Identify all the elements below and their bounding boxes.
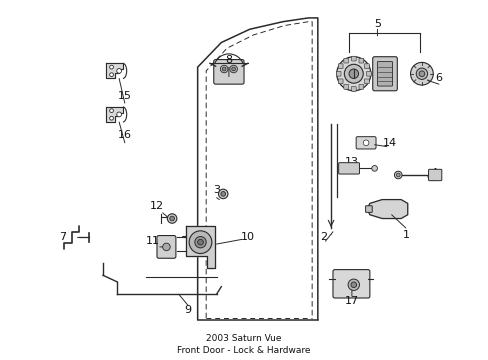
FancyBboxPatch shape — [372, 57, 397, 91]
Circle shape — [229, 65, 237, 73]
FancyBboxPatch shape — [351, 56, 355, 61]
FancyBboxPatch shape — [338, 64, 343, 68]
Circle shape — [189, 231, 211, 253]
Circle shape — [231, 67, 235, 71]
FancyBboxPatch shape — [343, 58, 348, 63]
Circle shape — [221, 192, 225, 196]
Text: 2: 2 — [319, 233, 326, 242]
Circle shape — [415, 68, 427, 80]
Circle shape — [197, 239, 203, 245]
Circle shape — [117, 68, 121, 73]
Circle shape — [348, 69, 358, 78]
Circle shape — [396, 173, 399, 177]
FancyBboxPatch shape — [336, 71, 340, 76]
Text: 17: 17 — [344, 296, 358, 306]
FancyBboxPatch shape — [366, 71, 370, 76]
Text: 15: 15 — [118, 90, 132, 100]
Text: 7: 7 — [59, 233, 66, 242]
Text: 14: 14 — [382, 138, 396, 148]
Circle shape — [418, 71, 424, 77]
FancyBboxPatch shape — [343, 85, 348, 89]
Circle shape — [117, 112, 121, 117]
Circle shape — [347, 279, 359, 291]
Circle shape — [394, 171, 401, 179]
Circle shape — [222, 67, 225, 71]
FancyBboxPatch shape — [355, 137, 375, 149]
Text: 16: 16 — [118, 130, 132, 140]
FancyBboxPatch shape — [332, 270, 369, 298]
Polygon shape — [367, 199, 407, 219]
Polygon shape — [106, 63, 122, 78]
Circle shape — [109, 65, 113, 69]
Text: 4: 4 — [430, 168, 437, 178]
Text: 6: 6 — [434, 73, 442, 84]
Polygon shape — [186, 226, 214, 268]
FancyBboxPatch shape — [358, 85, 363, 89]
Text: 2003 Saturn Vue
Front Door - Lock & Hardware: 2003 Saturn Vue Front Door - Lock & Hard… — [177, 334, 310, 355]
Circle shape — [220, 65, 227, 73]
Text: 1: 1 — [402, 230, 408, 240]
Text: 11: 11 — [146, 236, 160, 246]
FancyBboxPatch shape — [358, 58, 363, 63]
FancyBboxPatch shape — [338, 163, 359, 174]
FancyBboxPatch shape — [338, 79, 343, 84]
Circle shape — [167, 214, 177, 223]
Circle shape — [410, 62, 432, 85]
Text: 10: 10 — [240, 233, 254, 242]
Circle shape — [363, 140, 368, 146]
Text: 13: 13 — [344, 157, 358, 167]
Circle shape — [163, 243, 170, 251]
Polygon shape — [106, 107, 122, 122]
FancyBboxPatch shape — [365, 206, 371, 212]
Circle shape — [344, 64, 363, 83]
Circle shape — [194, 237, 206, 248]
FancyBboxPatch shape — [351, 86, 355, 91]
Circle shape — [218, 189, 227, 199]
Text: 3: 3 — [213, 185, 220, 195]
FancyBboxPatch shape — [213, 59, 244, 84]
Text: 9: 9 — [184, 305, 191, 315]
Circle shape — [350, 282, 356, 288]
FancyBboxPatch shape — [364, 64, 368, 68]
Circle shape — [336, 57, 370, 91]
Text: 12: 12 — [150, 201, 163, 211]
Text: 8: 8 — [225, 55, 232, 64]
Circle shape — [109, 73, 113, 77]
Circle shape — [109, 109, 113, 113]
FancyBboxPatch shape — [427, 169, 441, 181]
FancyBboxPatch shape — [377, 62, 392, 86]
Circle shape — [109, 116, 113, 120]
FancyBboxPatch shape — [157, 235, 176, 258]
Circle shape — [169, 216, 174, 221]
FancyBboxPatch shape — [364, 79, 368, 84]
Text: 5: 5 — [373, 19, 380, 28]
Circle shape — [371, 166, 377, 171]
